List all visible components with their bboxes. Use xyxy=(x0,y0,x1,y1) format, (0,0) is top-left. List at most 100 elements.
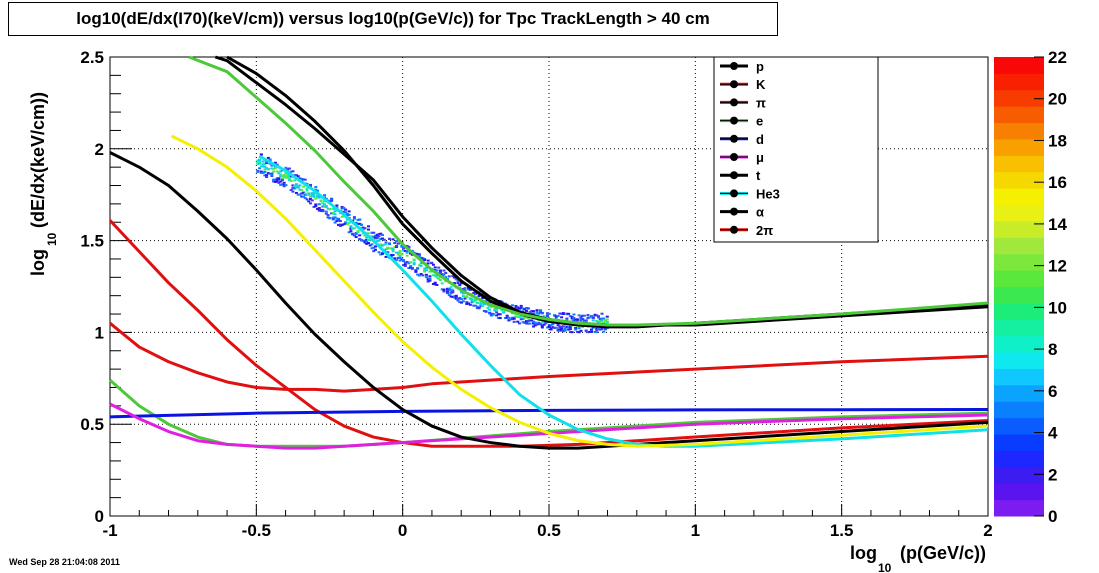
legend-marker xyxy=(730,207,738,216)
histogram-cell xyxy=(526,322,530,325)
histogram-cell xyxy=(595,314,599,317)
histogram-cell xyxy=(338,220,342,223)
histogram-cell xyxy=(431,282,435,285)
histogram-cell xyxy=(305,198,309,201)
histogram-cell xyxy=(433,283,437,286)
histogram-cell xyxy=(472,304,476,307)
histogram-cell xyxy=(366,225,370,228)
histogram-cell xyxy=(300,177,304,180)
histogram-cell xyxy=(482,309,486,312)
histogram-cell xyxy=(602,317,606,320)
histogram-cell xyxy=(602,330,606,333)
histogram-cell xyxy=(568,325,572,328)
histogram-cell xyxy=(333,213,337,216)
y-tick-label: 1.5 xyxy=(80,232,104,251)
histogram-cell xyxy=(519,318,523,321)
histogram-cell xyxy=(303,193,307,196)
histogram-cell xyxy=(300,195,304,198)
histogram-cell xyxy=(579,316,583,319)
histogram-cell xyxy=(560,316,564,319)
histogram-cell xyxy=(581,320,585,323)
histogram-cell xyxy=(331,212,335,215)
histogram-cell xyxy=(258,162,262,165)
histogram-cell xyxy=(537,312,541,315)
histogram-cell xyxy=(505,316,509,319)
histogram-cell xyxy=(347,221,351,224)
histogram-cell xyxy=(310,194,314,197)
histogram-cell xyxy=(263,170,267,173)
y-axis-label-rest: (dE/dx(keV/cm)) xyxy=(28,92,48,228)
histogram-cell xyxy=(370,235,374,238)
histogram-cell xyxy=(266,168,270,171)
histogram-cell xyxy=(461,300,465,303)
histogram-cell xyxy=(326,214,330,217)
histogram-cell xyxy=(389,247,393,250)
histogram-cell xyxy=(280,177,284,180)
histogram-cell xyxy=(437,277,441,280)
histogram-cell xyxy=(301,191,305,194)
histogram-cell xyxy=(593,314,597,317)
histogram-cell xyxy=(396,242,400,245)
histogram-cell xyxy=(372,246,376,249)
histogram-cell xyxy=(373,248,377,251)
histogram-cell xyxy=(463,287,467,290)
histogram-cell xyxy=(259,171,263,174)
histogram-cell xyxy=(377,233,381,236)
histogram-cell xyxy=(333,216,337,219)
histogram-cell xyxy=(419,262,423,265)
histogram-cell xyxy=(451,290,455,293)
histogram-cell xyxy=(546,314,550,317)
legend-marker xyxy=(730,116,738,125)
histogram-cell xyxy=(317,203,321,206)
histogram-cell xyxy=(381,234,385,237)
histogram-cell xyxy=(505,314,509,317)
histogram-cell xyxy=(273,165,277,168)
histogram-cell xyxy=(444,271,448,274)
histogram-cell xyxy=(410,268,414,271)
histogram-cell xyxy=(488,308,492,311)
colorbar-cell xyxy=(994,253,1044,271)
histogram-cell xyxy=(284,172,288,175)
histogram-cell xyxy=(282,184,286,187)
histogram-cell xyxy=(395,251,399,254)
histogram-cell xyxy=(319,199,323,202)
histogram-cell xyxy=(567,312,571,315)
histogram-cell xyxy=(287,174,291,177)
histogram-cell xyxy=(382,243,386,246)
histogram-cell xyxy=(268,172,272,175)
histogram-cell xyxy=(396,251,400,254)
histogram-cell xyxy=(409,265,413,268)
histogram-cell xyxy=(479,305,483,308)
histogram-cell xyxy=(354,233,358,236)
histogram-cell xyxy=(553,326,557,329)
colorbar-label: 0 xyxy=(1048,507,1057,526)
histogram-cell xyxy=(333,210,337,213)
histogram-cell xyxy=(503,317,507,320)
histogram-cell xyxy=(381,252,385,255)
histogram-cell xyxy=(256,161,260,164)
histogram-cell xyxy=(560,312,564,315)
histogram-cell xyxy=(584,319,588,322)
chart-title: log10(dE/dx(I70)(keV/cm)) versus log10(p… xyxy=(8,2,778,36)
histogram-cell xyxy=(461,288,465,291)
histogram-cell xyxy=(363,234,367,237)
legend-label: p xyxy=(756,59,764,74)
histogram-cell xyxy=(588,330,592,333)
histogram-cell xyxy=(458,301,462,304)
histogram-cell xyxy=(372,231,376,234)
histogram-cell xyxy=(442,288,446,291)
y-axis-label: log xyxy=(28,249,48,276)
histogram-cell xyxy=(312,192,316,195)
histogram-cell xyxy=(537,323,541,326)
histogram-cell xyxy=(544,315,548,318)
histogram-cell xyxy=(417,254,421,257)
histogram-cell xyxy=(354,232,358,235)
histogram-cell xyxy=(570,331,574,334)
histogram-cell xyxy=(596,328,600,331)
histogram-cell xyxy=(591,316,595,319)
histogram-cell xyxy=(337,219,341,222)
histogram-cell xyxy=(347,213,351,216)
histogram-cell xyxy=(544,322,548,325)
curve-green-upper xyxy=(188,55,989,327)
